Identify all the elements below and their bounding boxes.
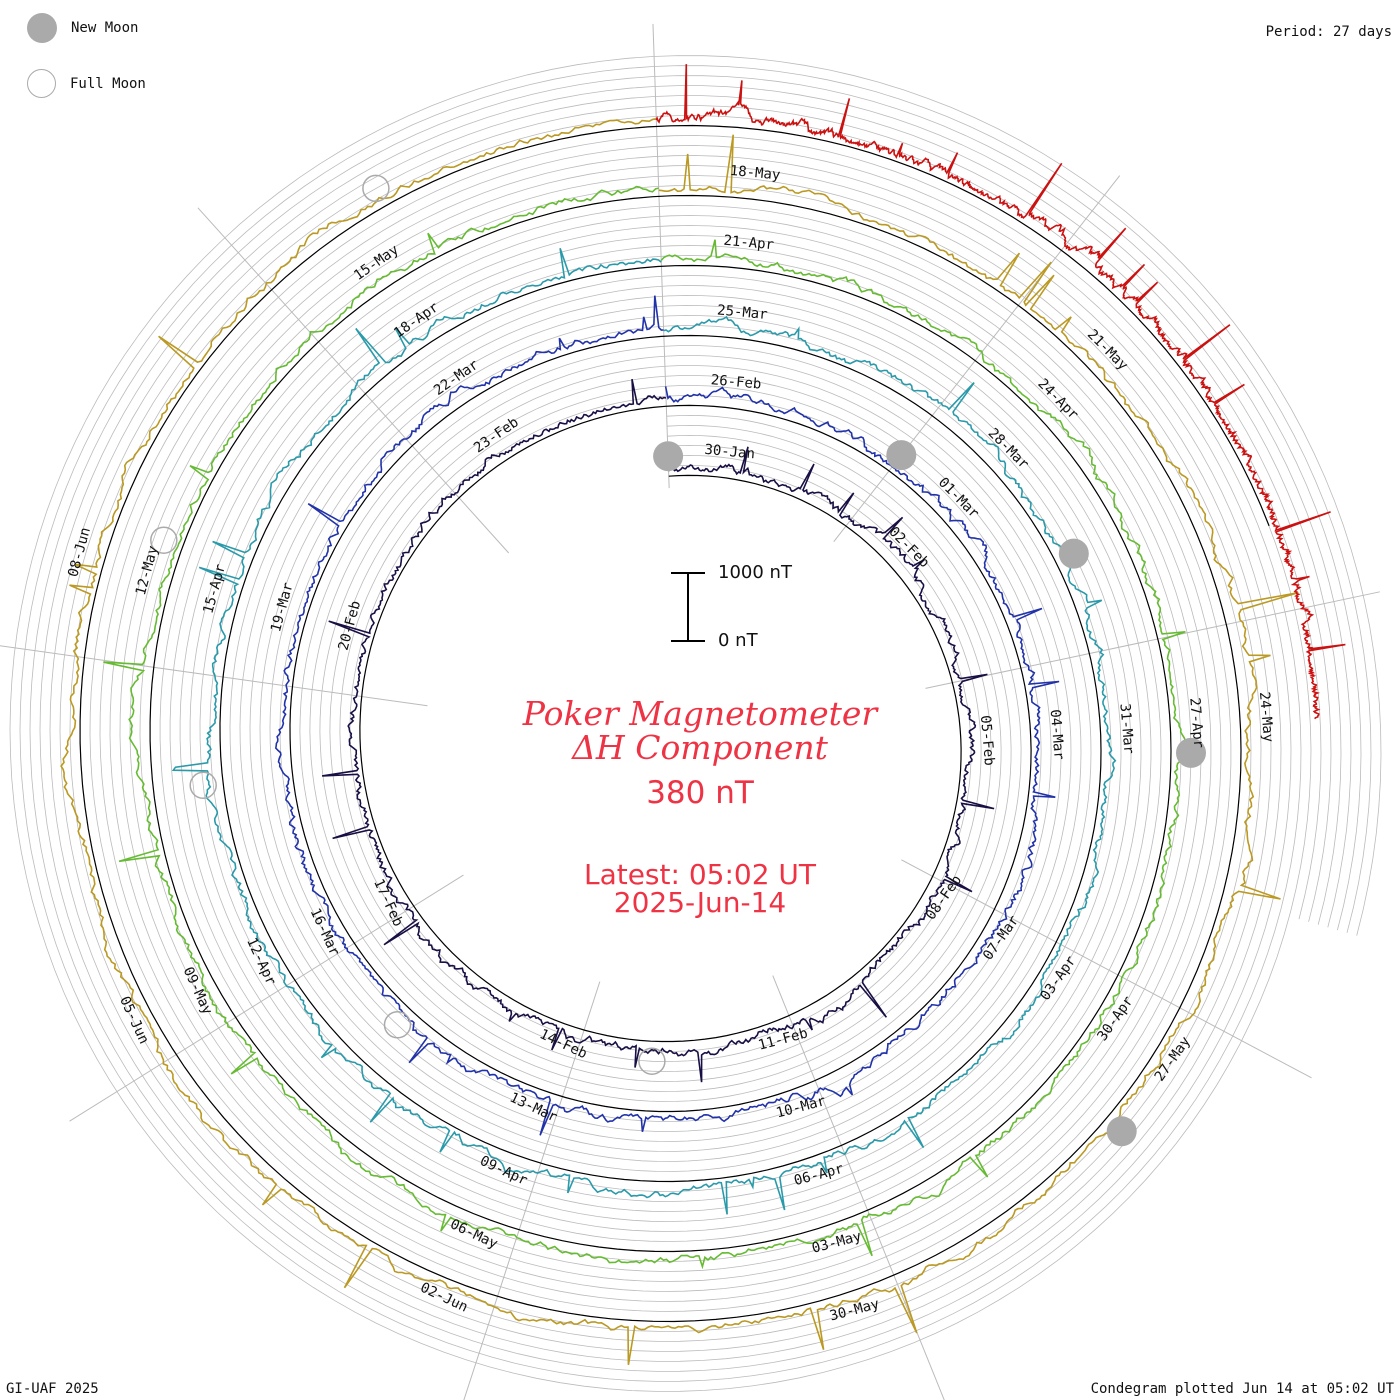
new-moon-marker: [886, 440, 917, 471]
new-moon-marker: [1176, 737, 1206, 768]
full-moon-label: Full Moon: [70, 75, 146, 92]
range-value: 380 nT: [646, 775, 754, 811]
full-moon-marker: [383, 1011, 412, 1039]
latest-date: 2025-Jun-14: [613, 886, 787, 919]
latest-time: Latest: 05:02 UT: [583, 858, 817, 891]
radial-gridline: [69, 874, 464, 1122]
date-tick-label: 26-Feb: [710, 372, 762, 393]
date-tick-label: 24-Apr: [1034, 376, 1081, 423]
date-tick-label: 09-Apr: [477, 1153, 530, 1189]
series-trace: [171, 247, 1117, 1215]
spiral-gridline: [39, 85, 1352, 1362]
radial-gridline: [0, 645, 428, 707]
spiral-gridline: [29, 75, 1362, 1372]
series-trace: [321, 378, 995, 1083]
legend-new-moon: New Moon: [27, 13, 138, 43]
series-trace: [103, 185, 1190, 1270]
period-label: Period: 27 days: [1265, 24, 1392, 40]
footer-plotted: Condegram plotted Jun 14 at 05:02 UT: [1090, 1381, 1394, 1397]
series-trace: [60, 118, 1299, 1366]
date-tick-label: 30-Jan: [704, 442, 756, 463]
date-tick-label: 18-Apr: [391, 299, 442, 341]
new-moon-marker: [1106, 1116, 1137, 1147]
scale-top-label: 1000 nT: [718, 562, 792, 583]
footer-credit: GI-UAF 2025: [6, 1381, 99, 1397]
full-moon-marker: [638, 1047, 666, 1075]
radial-gridline: [901, 859, 1312, 1079]
new-moon-marker: [1058, 538, 1089, 569]
date-tick-label: 19-Mar: [268, 581, 297, 634]
date-tick-label: 15-May: [351, 242, 402, 284]
scale-bar: [671, 572, 705, 642]
date-tick-label: 27-Apr: [1186, 697, 1206, 749]
date-tick-label: 05-Feb: [977, 715, 997, 767]
date-tick-label: 21-May: [1084, 327, 1131, 374]
date-tick-label: 06-May: [447, 1216, 500, 1252]
grid-layer: [0, 23, 1382, 1400]
spiral-gridline: [49, 95, 1342, 1352]
spiral-gridline: [59, 105, 1332, 1342]
date-tick-label: 04-Mar: [1047, 709, 1067, 761]
new-moon-marker: [653, 441, 684, 472]
date-tick-label: 23-Feb: [471, 414, 522, 456]
date-tick-label: 31-Mar: [1116, 703, 1136, 755]
date-tick-label: 12-May: [133, 544, 162, 597]
date-tick-label: 18-May: [729, 163, 781, 184]
new-moon-label: New Moon: [71, 20, 139, 36]
radial-gridline: [772, 975, 945, 1400]
date-tick-label: 02-Jun: [418, 1280, 471, 1316]
scale-bottom-label: 0 nT: [718, 630, 758, 651]
date-tick-label: 14-Feb: [537, 1026, 590, 1062]
date-tick-label: 11-Feb: [757, 1025, 810, 1053]
series-trace: [655, 64, 1346, 720]
date-tick-label: 13-Mar: [507, 1090, 560, 1126]
chart-title: Poker Magnetometer: [522, 694, 878, 733]
date-tick-label: 28-Mar: [985, 425, 1032, 472]
legend-full-moon: Full Moon: [27, 69, 146, 98]
radial-gridline: [833, 175, 1121, 542]
moon-layer: [150, 174, 1206, 1147]
baseline-spiral: [79, 124, 1270, 1323]
series-layer: [60, 64, 1346, 1366]
spiral-gridline: [19, 65, 1372, 1382]
series-trace: [274, 295, 1060, 1136]
date-tick-label: 25-Mar: [716, 302, 768, 323]
radial-gridline: [463, 981, 601, 1400]
date-tick-label: 01-Mar: [935, 475, 982, 522]
full-moon-marker: [362, 174, 390, 203]
full-moon-marker: [189, 771, 217, 800]
chart-subtitle: ΔH Component: [572, 728, 828, 767]
full-moon-icon: [27, 69, 56, 98]
date-tick-label: 21-Apr: [723, 233, 775, 254]
date-tick-label: 22-Mar: [431, 357, 482, 399]
new-moon-icon: [27, 13, 57, 43]
date-tick-label: 24-May: [1256, 691, 1276, 743]
radial-gridline: [197, 207, 510, 554]
full-moon-marker: [150, 526, 178, 554]
ring-layer: [79, 124, 1270, 1323]
